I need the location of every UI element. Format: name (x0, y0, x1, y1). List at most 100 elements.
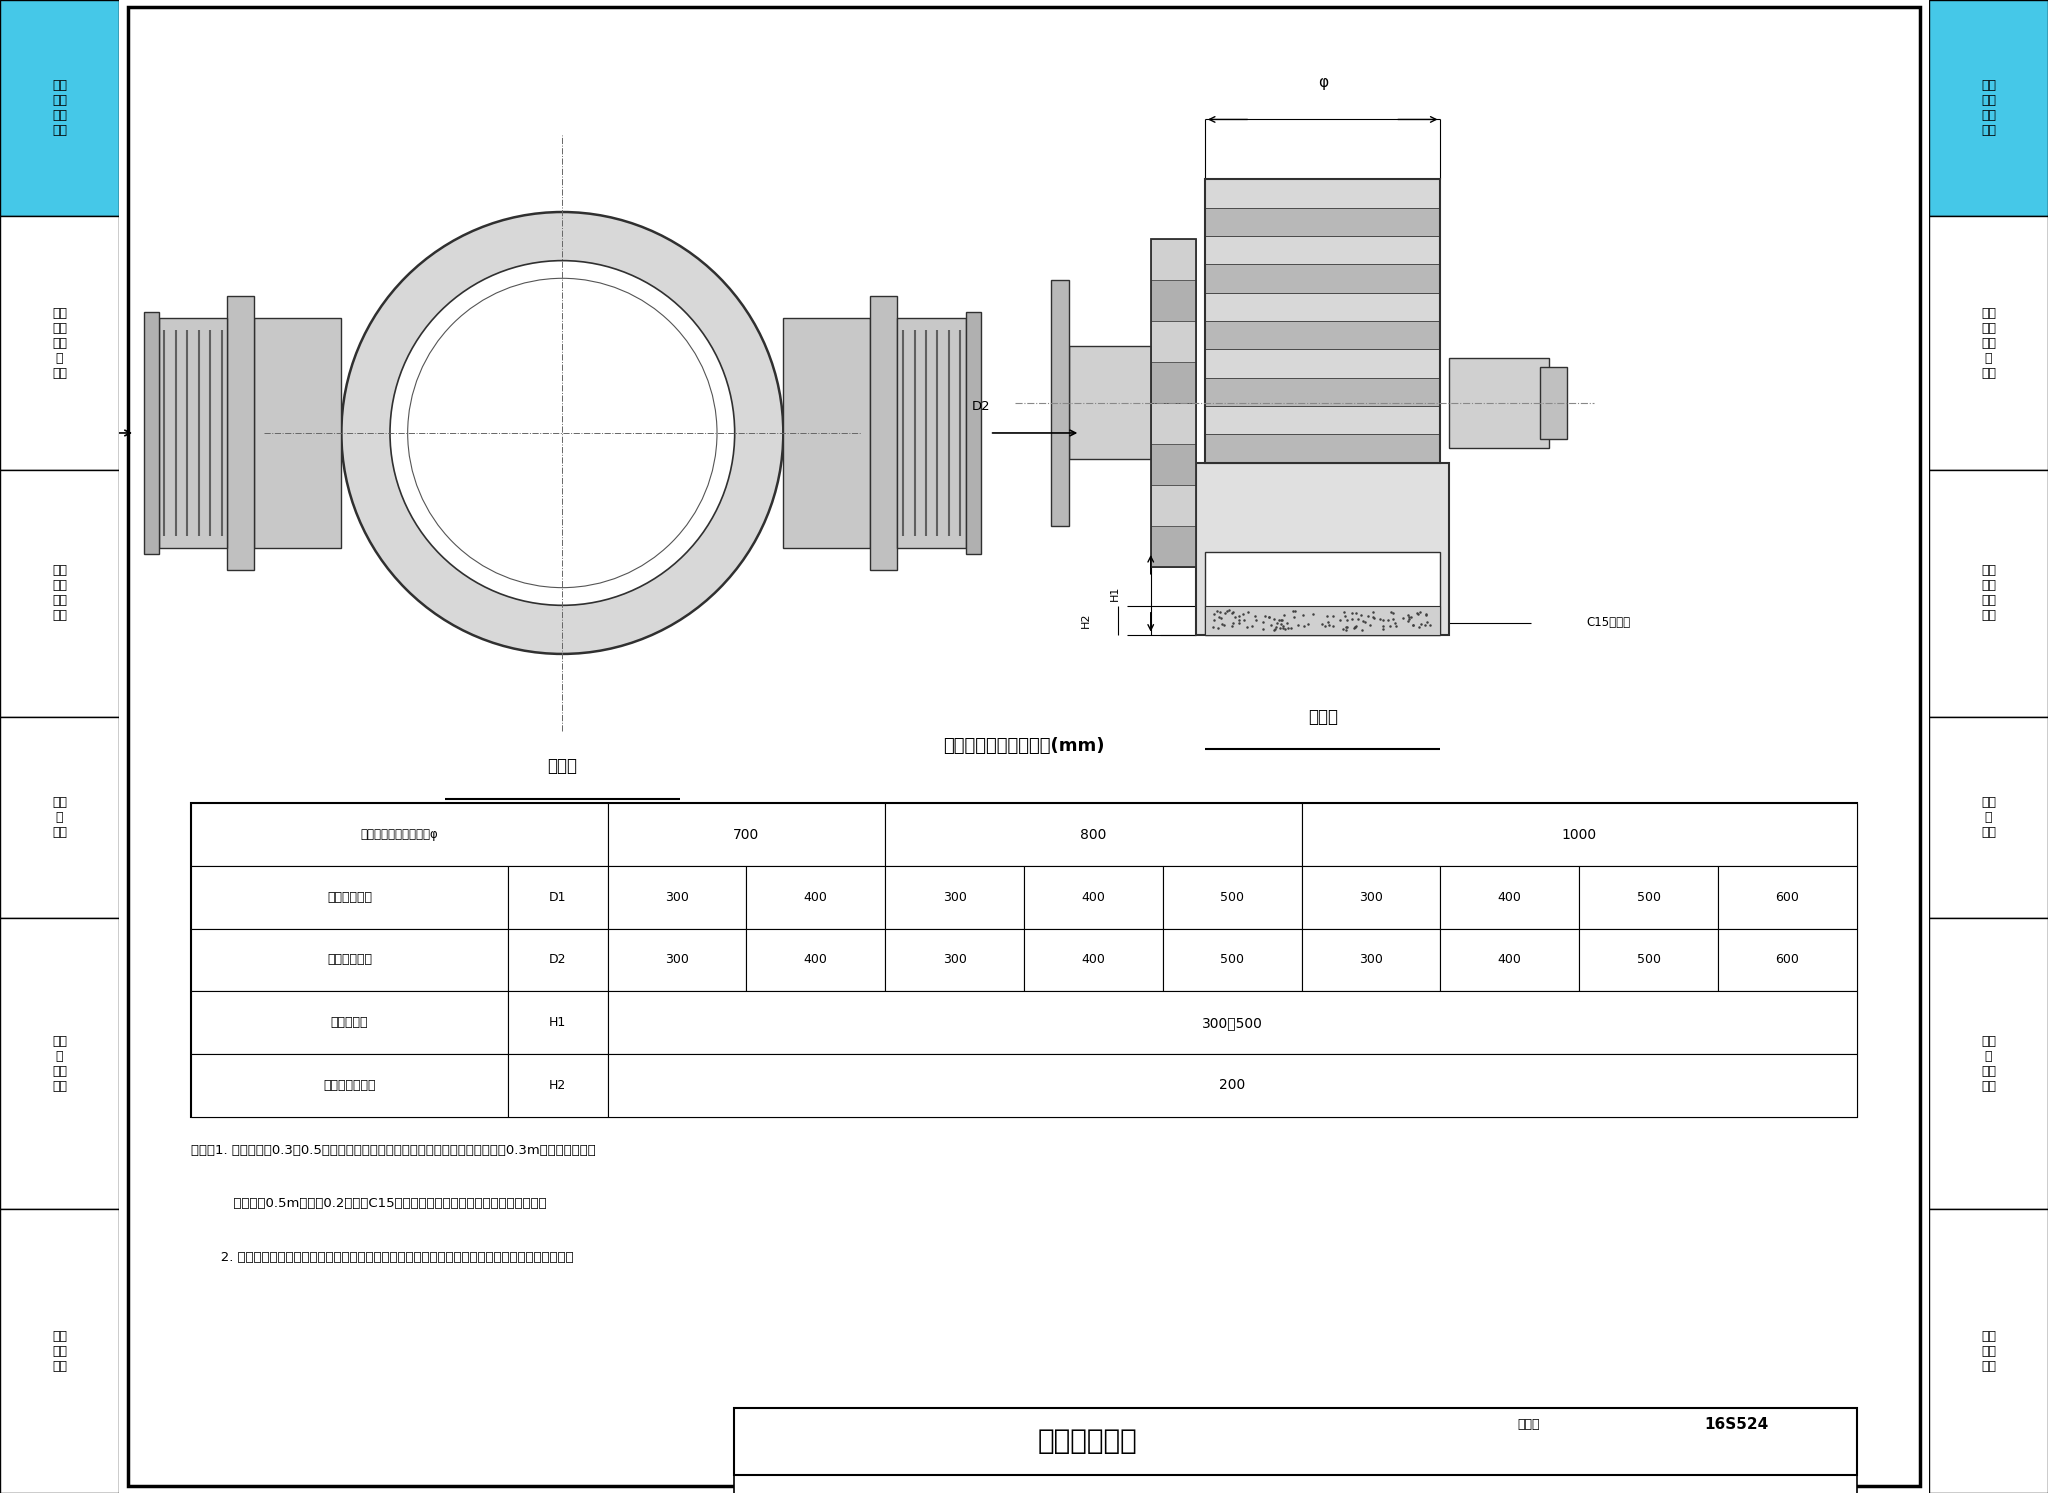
Bar (1051, 279, 1069, 526)
Text: 800: 800 (1079, 827, 1106, 842)
Text: 2. 井底座的承口、插口尺寸应符合接入该井底座的塑料排水管道国家标准（或行业标准）的规定。: 2. 井底座的承口、插口尺寸应符合接入该井底座的塑料排水管道国家标准（或行业标准… (190, 1251, 573, 1265)
Bar (1450, 358, 1548, 448)
Bar (1204, 264, 1440, 293)
Text: 检查
井与
管道
的
连接: 检查 井与 管道 的 连接 (51, 308, 68, 379)
Bar (608, 1054, 1858, 1117)
Bar (1163, 929, 1303, 991)
Text: D2: D2 (549, 954, 567, 966)
Text: 400: 400 (1497, 891, 1522, 903)
Text: 图集号: 图集号 (1518, 1418, 1540, 1432)
Text: 检查
井
施工: 检查 井 施工 (1980, 796, 1997, 839)
Bar (508, 866, 608, 929)
Text: 1000: 1000 (1563, 827, 1597, 842)
Bar (0, 918, 119, 1209)
Bar (143, 312, 158, 554)
Bar (1204, 606, 1440, 635)
Text: 300: 300 (666, 954, 688, 966)
Bar (1024, 866, 1163, 929)
Bar (1540, 367, 1567, 439)
Text: 沉泥槽深度: 沉泥槽深度 (332, 1017, 369, 1029)
Text: 400: 400 (805, 954, 827, 966)
Text: 检查
井附
件及
安装: 检查 井附 件及 安装 (51, 564, 68, 623)
Bar (1929, 717, 2048, 918)
Bar (190, 803, 608, 866)
Text: φ: φ (1317, 75, 1327, 90)
Text: 500: 500 (1636, 891, 1661, 903)
Text: H1: H1 (549, 1017, 567, 1029)
Text: 检查
井
结构
计算: 检查 井 结构 计算 (1980, 1035, 1997, 1093)
Bar (608, 929, 745, 991)
Bar (0, 1209, 119, 1493)
Bar (1204, 236, 1440, 264)
Bar (885, 866, 1024, 929)
Bar (608, 866, 745, 929)
Text: 300～500: 300～500 (1202, 1015, 1264, 1030)
Bar (870, 296, 897, 570)
Text: 检查
井与
管道
的
连接: 检查 井与 管道 的 连接 (1980, 308, 1997, 379)
Bar (967, 312, 981, 554)
Bar (1151, 403, 1196, 443)
Text: 16S524: 16S524 (1704, 1417, 1769, 1432)
Bar (190, 929, 508, 991)
Bar (1204, 321, 1440, 349)
Bar (508, 1054, 608, 1117)
Text: 600: 600 (1776, 891, 1800, 903)
Text: 平面图: 平面图 (547, 757, 578, 775)
Text: 300: 300 (666, 891, 688, 903)
Bar (608, 803, 885, 866)
Text: 相关
技术
资料: 相关 技术 资料 (51, 1330, 68, 1372)
Text: H2: H2 (549, 1079, 567, 1091)
Bar (1929, 1209, 2048, 1493)
Text: D1: D1 (0, 400, 8, 412)
Text: 立面图: 立面图 (1309, 708, 1337, 726)
Bar (745, 866, 885, 929)
Bar (1579, 929, 1718, 991)
Text: 检查
井
施工: 检查 井 施工 (51, 796, 68, 839)
Bar (1929, 216, 2048, 470)
Text: 相关
技术
资料: 相关 技术 资料 (1980, 1330, 1997, 1372)
Text: C15混凝土: C15混凝土 (1587, 617, 1630, 630)
Bar (1151, 485, 1196, 526)
Text: 500: 500 (1221, 891, 1245, 903)
Text: 沉泥井井底座: 沉泥井井底座 (1038, 1427, 1139, 1456)
Bar (735, 1408, 1858, 1475)
Bar (1718, 929, 1858, 991)
Bar (1196, 463, 1450, 635)
Text: D2: D2 (971, 400, 991, 412)
Bar (1929, 470, 2048, 717)
Bar (745, 929, 885, 991)
Bar (1024, 929, 1163, 991)
Text: 200: 200 (1219, 1078, 1245, 1093)
Bar (0, 717, 119, 918)
Bar (190, 803, 1858, 1117)
Bar (1929, 918, 2048, 1209)
Text: 500: 500 (1221, 954, 1245, 966)
Ellipse shape (389, 261, 735, 605)
Text: 300: 300 (1360, 954, 1382, 966)
Bar (1303, 866, 1440, 929)
Bar (190, 1054, 508, 1117)
Text: H1: H1 (1110, 585, 1120, 602)
Text: 检查
井
结构
计算: 检查 井 结构 计算 (51, 1035, 68, 1093)
Bar (1204, 378, 1440, 406)
Bar (897, 318, 967, 548)
Bar (158, 318, 227, 548)
Bar (1151, 361, 1196, 403)
Bar (1151, 239, 1196, 279)
Ellipse shape (408, 278, 717, 588)
Bar (1929, 0, 2048, 216)
Bar (1151, 321, 1196, 361)
Text: 300: 300 (942, 954, 967, 966)
Text: 说明：1. 沉泥槽深度0.3～0.5米，由设计按不同的清泥方法选定。人工清泥时槽深0.3m，抓斗或真空吸: 说明：1. 沉泥槽深度0.3～0.5米，由设计按不同的清泥方法选定。人工清泥时槽… (190, 1144, 596, 1157)
Text: 300: 300 (1360, 891, 1382, 903)
Text: 700: 700 (733, 827, 760, 842)
Bar (885, 929, 1024, 991)
Bar (508, 929, 608, 991)
Text: 300: 300 (942, 891, 967, 903)
Bar (735, 1475, 1858, 1493)
Text: 沉泥井井底座规格尺寸(mm): 沉泥井井底座规格尺寸(mm) (944, 738, 1104, 755)
Text: 400: 400 (805, 891, 827, 903)
Bar (1303, 929, 1440, 991)
Bar (1204, 406, 1440, 434)
Bar (1204, 179, 1440, 208)
